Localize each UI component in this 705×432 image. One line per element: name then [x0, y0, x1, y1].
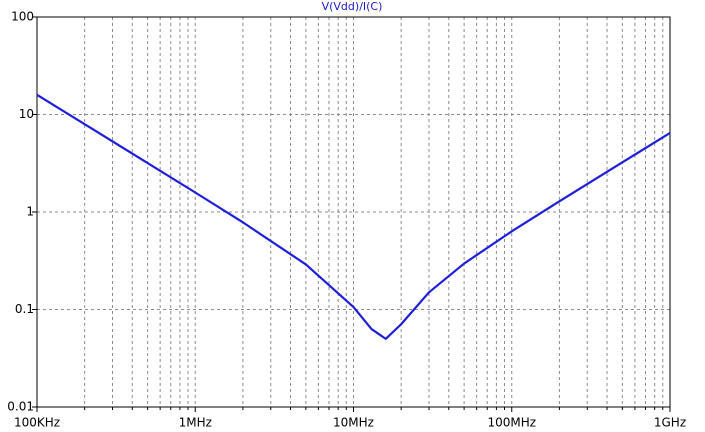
chart-title: V(Vdd)/I(C): [322, 0, 383, 13]
x-tick-label: 100MHz: [487, 416, 536, 430]
x-tick-label: 1GHz: [654, 416, 686, 430]
data-line: [36, 93, 671, 340]
x-tick-label: 1MHz: [179, 416, 212, 430]
plot-frame: [36, 16, 671, 408]
x-tick-label: 100KHz: [14, 416, 60, 430]
y-tick-label: 1: [26, 205, 34, 219]
y-tick-label: 100: [11, 10, 34, 24]
x-tick-label: 10MHz: [333, 416, 374, 430]
y-tick-label: 0.01: [7, 400, 34, 414]
y-tick-label: 10: [19, 107, 34, 121]
y-tick-label: 0.1: [15, 302, 34, 316]
